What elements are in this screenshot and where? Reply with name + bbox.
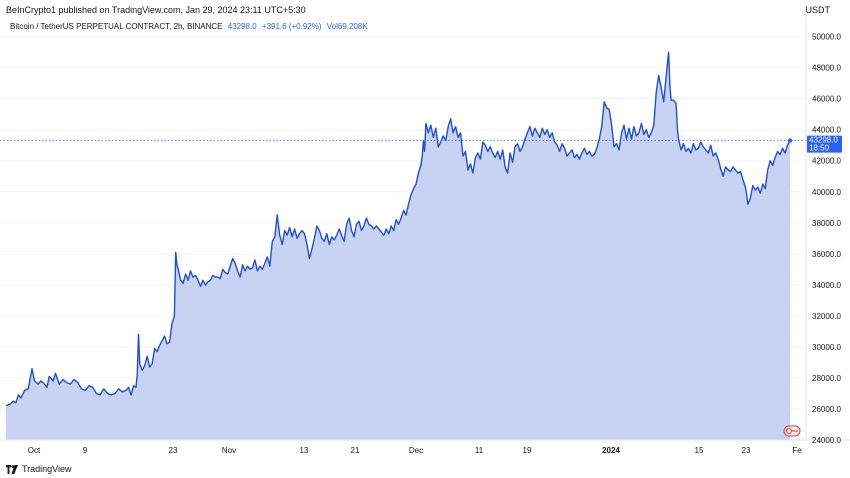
last-price: 43298.0 [227, 22, 257, 31]
y-tick-label: 24000.0 [812, 436, 841, 445]
price-tag: 43298.0 18:50 [807, 135, 842, 153]
brand-name[interactable]: TradingView [22, 464, 72, 474]
x-tick-label: 15 [695, 446, 704, 455]
price-tag-box [807, 135, 842, 153]
y-tick-label: 34000.0 [812, 281, 841, 290]
y-tick-label: 40000.0 [812, 188, 841, 197]
footer: TradingView [6, 462, 72, 476]
price-line [5, 51, 791, 407]
x-tick-label: Oct [28, 446, 41, 455]
x-tick-label: 21 [351, 446, 360, 455]
x-tick-label: 23 [169, 446, 178, 455]
y-axis[interactable]: 24000.0 26000.0 28000.0 30000.0 32000.0 34000… [812, 33, 841, 445]
y-tick-label: 38000.0 [812, 219, 841, 228]
x-tick-label: 23 [742, 446, 751, 455]
tradingview-logo-icon[interactable] [6, 464, 18, 474]
y-tick-label: 30000.0 [812, 343, 841, 352]
symbol-legend: Bitcoin / TetherUS PERPETUAL CONTRACT, 2… [10, 22, 368, 31]
y-tick-label: 48000.0 [812, 64, 841, 73]
x-tick-label: Fe [792, 446, 802, 455]
x-tick-label: 19 [523, 446, 532, 455]
x-tick-label: Nov [222, 446, 236, 455]
x-tick-label: 11 [475, 446, 484, 455]
y-tick-label: 42000.0 [812, 157, 841, 166]
scroll-to-realtime-icon[interactable] [783, 424, 801, 438]
symbol-name[interactable]: Bitcoin / TetherUS PERPETUAL CONTRACT, 2… [10, 22, 223, 31]
x-tick-label: 2024 [602, 446, 620, 455]
price-tag-countdown: 18:50 [809, 144, 830, 153]
x-tick-label: Dec [409, 446, 423, 455]
volume-value: Vol69.208K [326, 22, 368, 31]
y-tick-label: 46000.0 [812, 95, 841, 104]
x-tick-label: 13 [300, 446, 309, 455]
x-axis[interactable]: Oct 9 23 Nov 13 21 Dec 11 19 2024 15 23 Fe [28, 446, 802, 455]
y-tick-label: 32000.0 [812, 312, 841, 321]
current-price-dot [787, 138, 793, 143]
y-tick-label: 44000.0 [812, 126, 841, 135]
y-tick-label: 50000.0 [812, 33, 841, 42]
currency-label[interactable]: USDT [805, 5, 831, 15]
price-tag-value: 43298.0 [809, 136, 838, 145]
price-area-fill [6, 52, 790, 440]
publisher-line: BeInCrypto1 published on TradingView.com… [6, 5, 306, 15]
y-tick-label: 28000.0 [812, 374, 841, 383]
y-tick-label: 26000.0 [812, 405, 841, 414]
publisher-bar: BeInCrypto1 published on TradingView.com… [0, 0, 850, 20]
y-tick-label: 36000.0 [812, 250, 841, 259]
price-change: +391.6 (+0.92%) [261, 22, 322, 31]
x-tick-label: 9 [83, 446, 88, 455]
